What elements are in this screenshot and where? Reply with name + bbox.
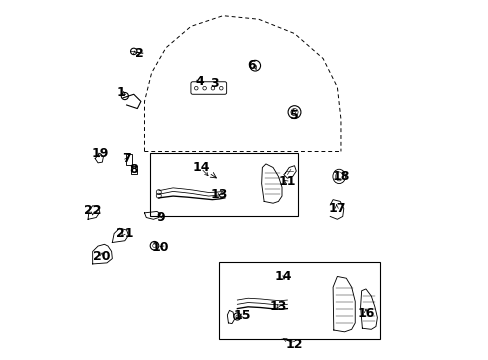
Text: 2: 2 — [135, 47, 143, 60]
Text: 18: 18 — [331, 170, 349, 183]
Text: 22: 22 — [84, 204, 101, 217]
Text: 17: 17 — [328, 202, 346, 215]
Text: 14: 14 — [192, 161, 210, 174]
FancyBboxPatch shape — [125, 154, 132, 165]
Text: 10: 10 — [151, 241, 169, 255]
Ellipse shape — [332, 169, 345, 184]
Text: 13: 13 — [269, 300, 286, 313]
Text: 1: 1 — [117, 86, 125, 99]
FancyBboxPatch shape — [190, 82, 226, 94]
Text: 6: 6 — [247, 59, 255, 72]
Text: 20: 20 — [93, 250, 110, 263]
Text: 15: 15 — [233, 309, 251, 322]
Text: 21: 21 — [116, 227, 133, 240]
Text: 8: 8 — [129, 163, 138, 176]
FancyBboxPatch shape — [131, 166, 137, 174]
Ellipse shape — [335, 172, 342, 181]
Text: 13: 13 — [210, 188, 228, 201]
Text: 9: 9 — [156, 211, 164, 224]
Text: 16: 16 — [357, 307, 374, 320]
Text: 5: 5 — [289, 109, 298, 122]
Text: 3: 3 — [209, 77, 218, 90]
Text: 19: 19 — [91, 147, 108, 160]
FancyBboxPatch shape — [149, 153, 298, 216]
Text: 7: 7 — [122, 152, 131, 165]
Text: 11: 11 — [278, 175, 296, 188]
Text: 4: 4 — [195, 75, 204, 88]
FancyBboxPatch shape — [219, 262, 380, 339]
Text: 12: 12 — [285, 338, 303, 351]
Text: 14: 14 — [274, 270, 292, 283]
